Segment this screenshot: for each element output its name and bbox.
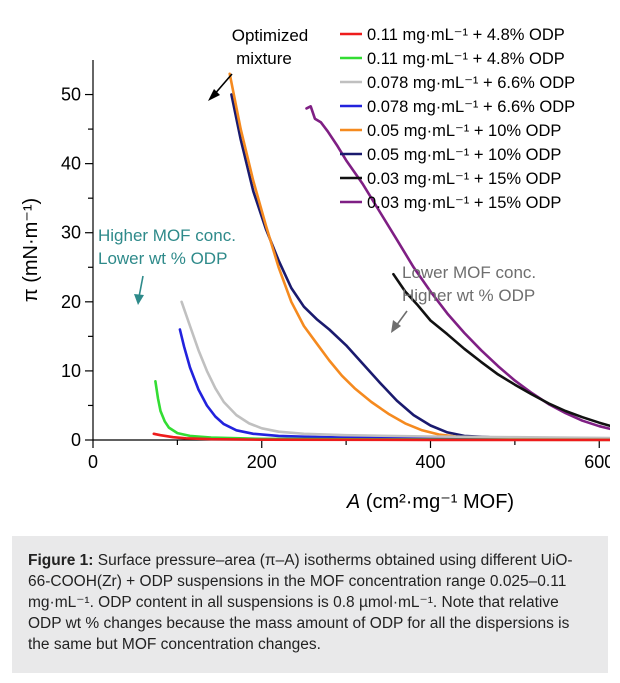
annotation-line: mixture [236,49,292,68]
y-tick-label: 20 [61,292,81,312]
x-tick-label: 600 [584,452,610,472]
annotation-arrowhead [134,294,144,305]
figure-caption: Figure 1: Surface pressure–area (π–A) is… [12,536,608,673]
annotations: Optimized mixture Higher MOF conc. Lower wt… [98,26,536,333]
caption-label: Figure 1: [28,552,94,569]
annotation-line: Lower wt % ODP [98,249,227,268]
annotation-line: Lower MOF conc. [402,263,536,282]
axes: 020040060080001020304050A (cm²·mg⁻¹ MOF)… [20,60,610,513]
legend-label-purple-003: 0.03 mg·mL⁻¹ + 15% ODP [367,194,561,212]
series-lines [152,72,610,442]
y-axis-title: π (mN·m⁻¹) [20,198,42,302]
legend-label-green-011: 0.11 mg·mL⁻¹ + 4.8% ODP [367,50,565,68]
x-tick-label: 200 [247,452,277,472]
legend-label-gray-0078: 0.078 mg·mL⁻¹ + 6.6% ODP [367,74,575,92]
y-tick-label: 10 [61,361,81,381]
series-line-purple-003 [305,105,610,431]
y-tick-label: 0 [71,430,81,450]
series-line-gray-0078 [180,300,610,440]
x-axis-title: A (cm²·mg⁻¹ MOF) [346,491,514,513]
annotation-line: Higher MOF conc. [98,226,236,245]
legend-label-navy-005: 0.05 mg·mL⁻¹ + 10% ODP [367,146,561,164]
annotation-optimized-mixture: Optimized mixture [208,26,308,101]
annotation-arrowhead [391,320,401,333]
legend-label-blue-0078: 0.078 mg·mL⁻¹ + 6.6% ODP [367,98,575,116]
series-line-blue-0078 [178,328,610,441]
annotation-arrow-shaft [395,310,408,327]
legend-label-black-003: 0.03 mg·mL⁻¹ + 15% ODP [367,170,561,188]
x-tick-label: 0 [88,452,98,472]
annotation-arrow-shaft [138,275,144,298]
series-line-black-003 [392,272,610,428]
annotation-arrowhead [208,89,220,101]
caption-body: Surface pressure–area (π–A) isotherms ob… [28,552,573,653]
y-tick-label: 30 [61,223,81,243]
isotherm-chart: 020040060080001020304050A (cm²·mg⁻¹ MOF)… [20,26,610,513]
y-tick-label: 40 [61,154,81,174]
series-line-red-011 [152,432,610,442]
legend-label-orange-005: 0.05 mg·mL⁻¹ + 10% ODP [367,122,561,140]
y-tick-label: 50 [61,85,81,105]
legend: 0.11 mg·mL⁻¹ + 4.8% ODP 0.11 mg·mL⁻¹ + 4.… [340,26,575,212]
legend-label-red-011: 0.11 mg·mL⁻¹ + 4.8% ODP [367,26,565,44]
x-tick-label: 400 [415,452,445,472]
annotation-line: Optimized [232,26,309,45]
annotation-higher-mof: Higher MOF conc. Lower wt % ODP [98,226,236,305]
annotation-line: Higher wt % ODP [402,286,535,305]
annotation-lower-mof: Lower MOF conc. Higher wt % ODP [391,263,536,333]
plot-area: 020040060080001020304050A (cm²·mg⁻¹ MOF)… [10,0,610,532]
